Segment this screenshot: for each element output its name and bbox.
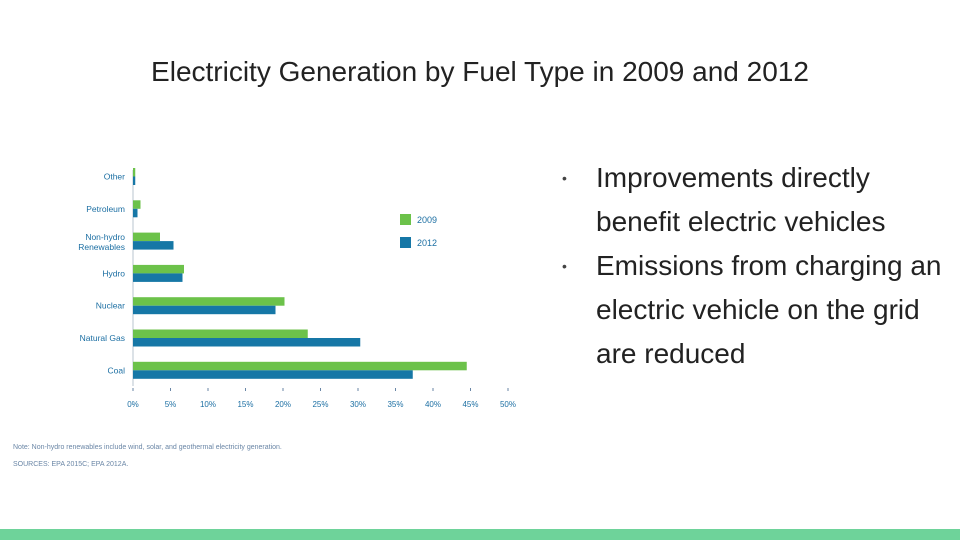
bar-2012 <box>133 273 183 282</box>
bar-2012 <box>133 305 276 315</box>
x-tick-label: 50% <box>500 400 516 409</box>
bar-2009 <box>133 264 184 274</box>
bullet-text: Emissions from charging an electric vehi… <box>596 250 942 369</box>
bar-2012 <box>133 370 413 379</box>
bar-2009 <box>133 329 308 338</box>
x-tick-label: 5% <box>165 400 177 409</box>
x-tick-label: 20% <box>275 400 291 409</box>
fuel-type-bar-chart: Other Petroleum Non-hydro Renewables Hydro Nu… <box>78 168 516 409</box>
bullet-item: • Emissions from charging an electric ve… <box>560 244 950 376</box>
bullet-dot-icon: • <box>562 170 567 186</box>
bar-2009 <box>133 200 141 209</box>
x-tick-label: 30% <box>350 400 366 409</box>
category-label: Other <box>104 172 125 182</box>
category-label: Petroleum <box>86 204 125 214</box>
category-label: Natural Gas <box>80 333 125 343</box>
bar-2009 <box>133 168 136 177</box>
bullet-list: • Improvements directly benefit electric… <box>560 156 950 376</box>
chart-note: Note: Non-hydro renewables include wind,… <box>13 444 282 451</box>
category-label: Coal <box>108 365 126 375</box>
legend-label-2009: 2009 <box>417 215 437 225</box>
bar-2009 <box>133 361 467 371</box>
slide-title: Electricity Generation by Fuel Type in 2… <box>151 56 809 87</box>
chart-sources: SOURCES: EPA 2015C; EPA 2012A. <box>13 461 129 468</box>
x-tick-label: 25% <box>312 400 328 409</box>
bar-2012 <box>133 176 136 185</box>
category-label: Hydro <box>102 268 125 278</box>
x-tick-label: 0% <box>127 400 139 409</box>
bullet-item: • Improvements directly benefit electric… <box>560 156 950 244</box>
legend-swatch-2012 <box>400 237 411 248</box>
x-tick-label: 45% <box>462 400 478 409</box>
bar-2009 <box>133 232 160 242</box>
category-label: Nuclear <box>96 301 125 311</box>
bullet-dot-icon: • <box>562 258 567 274</box>
bar-2012 <box>133 208 138 218</box>
bar-2012 <box>133 241 174 250</box>
bar-2009 <box>133 297 285 306</box>
x-tick-label: 10% <box>200 400 216 409</box>
legend-swatch-2009 <box>400 214 411 225</box>
legend-label-2012: 2012 <box>417 238 437 248</box>
bullet-text: Improvements directly benefit electric v… <box>596 162 886 237</box>
x-tick-label: 15% <box>237 400 253 409</box>
footer-accent-bar <box>0 529 960 540</box>
x-tick-label: 40% <box>425 400 441 409</box>
bar-2012 <box>133 338 361 347</box>
category-label: Non-hydro Renewables <box>78 232 125 252</box>
x-tick-label: 35% <box>387 400 403 409</box>
